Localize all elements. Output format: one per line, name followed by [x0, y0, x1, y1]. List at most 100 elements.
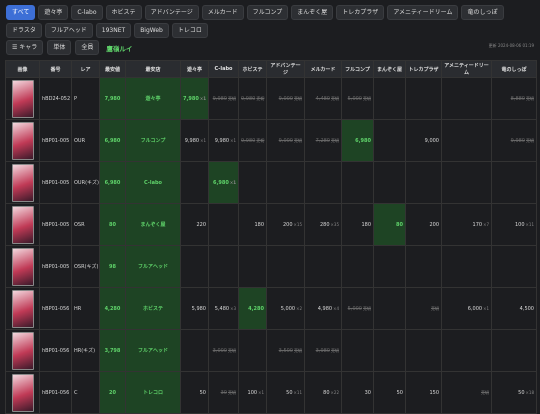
price: 30	[365, 390, 371, 396]
card-image	[11, 289, 34, 328]
price-value: 200	[429, 221, 439, 228]
price-value: 30	[220, 389, 227, 396]
stock-note: 売切	[228, 389, 236, 395]
mode-button[interactable]: 全員	[75, 40, 100, 55]
price-value: 50	[286, 389, 293, 396]
price-value: 5,480	[214, 305, 230, 312]
stock-note: ×1	[229, 179, 236, 185]
price-cell	[491, 245, 537, 288]
filter-button[interactable]: ホビステ	[105, 5, 142, 20]
stock-note: ×35	[330, 221, 339, 227]
filter-button[interactable]: アドバンテージ	[144, 5, 199, 20]
filter-button[interactable]: 193NET	[95, 23, 132, 38]
price: 9,980×1	[215, 138, 236, 144]
price-value: 6,000	[467, 305, 483, 312]
price-cell	[405, 329, 442, 372]
filter-button[interactable]: BigWeb	[134, 23, 169, 38]
price: 売切	[480, 390, 489, 396]
card-number: hBP01-005	[39, 245, 72, 288]
stock-note: 売切	[331, 95, 339, 101]
header-row: 画像 番号 レア 最安値 最安店 遊々亭 C-labo ホビステ アドバンテージ メルカード フルコ…	[5, 60, 537, 78]
table-row: hBP01-005 OSR 80 まんぞく屋 220 180 200×15 280×35 180…	[5, 203, 537, 246]
price: 4,480売切	[316, 96, 339, 102]
price-value: 180	[254, 221, 264, 228]
card-image	[11, 121, 34, 160]
price: 5,980	[192, 306, 206, 312]
price: 280×35	[320, 222, 339, 228]
table-row: hBP01-056 C 20 トレコロ 50 30売切 100×1 50×11 80×22 30 5…	[5, 371, 537, 414]
price: 6,000×1	[468, 306, 489, 312]
price: 6,980×1	[213, 180, 236, 186]
price: 80	[396, 222, 403, 228]
price-cell: 100×1	[238, 371, 267, 414]
filter-button[interactable]: メルカード	[201, 5, 244, 20]
table-row: hBP01-056 HR(キズ) 3,798 フルアヘッド 3,000売切 3,500売切…	[5, 329, 537, 372]
stock-note: ×3	[230, 305, 236, 311]
card-image	[11, 373, 34, 412]
price: 100×11	[515, 222, 534, 228]
price-cell: 80×22	[304, 371, 342, 414]
price-value: 280	[320, 221, 330, 228]
mode-button[interactable]: 単体	[47, 40, 72, 55]
min-price: 80	[99, 203, 126, 246]
stock-note: 売切	[431, 305, 439, 311]
min-price: 4,280	[99, 287, 126, 330]
filter-button[interactable]: アメニティードリーム	[387, 5, 459, 20]
column-header: 最安値	[99, 60, 126, 78]
column-header: フルコンプ	[341, 60, 374, 78]
stock-note: ×18	[525, 389, 534, 395]
price-cell	[373, 119, 406, 162]
image-cell	[5, 203, 40, 246]
image-cell	[5, 287, 40, 330]
price-value: 3,000	[212, 347, 227, 354]
stock-note: ×7	[483, 221, 489, 227]
filter-button[interactable]: 竜のしっぽ	[461, 5, 504, 20]
price-value: 9,000	[278, 95, 293, 102]
character-name: 鷹嶺ルイ	[106, 44, 133, 53]
price: 4,500	[520, 306, 534, 312]
min-shop: フルコンプ	[125, 119, 181, 162]
chara-button[interactable]: ☰ キャラ	[6, 40, 44, 55]
filter-button[interactable]: トレカプラザ	[336, 5, 385, 20]
price-cell	[180, 329, 209, 372]
price: 9,000売切	[279, 96, 302, 102]
price-cell: 280×35	[304, 203, 342, 246]
filter-button[interactable]: フルコンプ	[246, 5, 289, 20]
column-header: トレカプラザ	[405, 60, 442, 78]
price: 50	[200, 390, 206, 396]
price-cell: 6,980	[341, 119, 374, 162]
price-cell	[180, 245, 209, 288]
column-header: まんぞく屋	[373, 60, 406, 78]
filter-button[interactable]: トレコロ	[171, 23, 208, 38]
price-cell: 5,000売切	[341, 287, 374, 330]
price-cell	[304, 245, 342, 288]
filter-button[interactable]: フルアヘッド	[44, 23, 93, 38]
price: 170×7	[473, 222, 489, 228]
price-value: 9,980	[214, 137, 230, 144]
price-value: 50	[518, 389, 525, 396]
rarity: HR(キズ)	[71, 329, 100, 372]
min-shop: ホビステ	[125, 287, 181, 330]
card-image	[11, 79, 34, 118]
filter-button[interactable]: まんぞく屋	[291, 5, 334, 20]
price: 3,000売切	[213, 348, 236, 354]
filter-button[interactable]: 遊々亭	[38, 5, 69, 20]
price: 180	[361, 222, 371, 228]
min-shop: フルアヘッド	[125, 245, 181, 288]
stock-note: ×11	[293, 389, 302, 395]
price-value: 9,980	[241, 137, 256, 144]
filter-button[interactable]: C-labo	[71, 5, 103, 20]
price: 9,000売切	[279, 138, 302, 144]
price-value: 50	[199, 389, 206, 396]
price-cell	[208, 203, 239, 246]
price-cell: 30	[341, 371, 374, 414]
filter-button[interactable]: すべて	[6, 5, 36, 20]
filter-button[interactable]: ドラスタ	[6, 23, 42, 38]
price-cell	[238, 329, 267, 372]
price-cell	[373, 77, 406, 120]
stock-note: 売切	[331, 137, 339, 143]
price: 150	[429, 390, 439, 396]
price-cell: 3,500売切	[266, 329, 305, 372]
price: 5,480×3	[215, 306, 236, 312]
price-value: 7,980	[183, 95, 199, 102]
